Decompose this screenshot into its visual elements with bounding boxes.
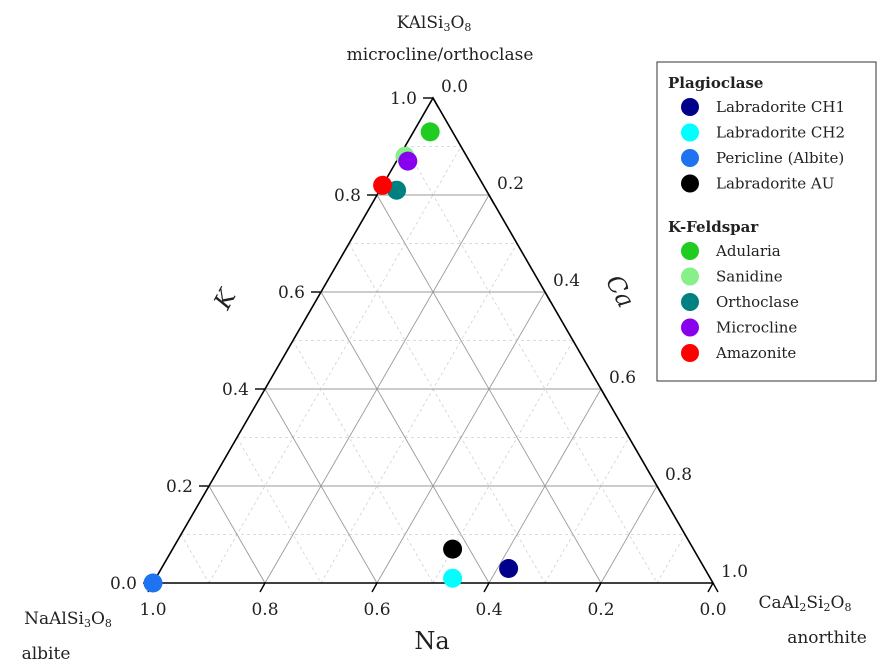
grid-line-ca [600, 485, 658, 584]
legend-group-title: Plagioclase [668, 74, 763, 92]
axis-label-ca: Ca [600, 270, 640, 312]
tick-ca [600, 388, 607, 399]
data-point-labradorite-ch1 [499, 559, 519, 578]
tick-label-k: 0.6 [278, 283, 305, 303]
legend-label-labradorite-ch1: Labradorite CH1 [716, 98, 845, 116]
grid-line-ca [488, 388, 602, 584]
legend-label-adularia: Adularia [715, 242, 781, 260]
legend-label-orthoclase: Orthoclase [716, 293, 799, 311]
tick-label-k: 1.0 [390, 89, 417, 109]
legend-label-labradorite-au: Labradorite AU [716, 175, 834, 193]
tick-label-k: 0.0 [110, 574, 137, 594]
grid-line-na [292, 340, 434, 584]
grid-layer [180, 146, 686, 584]
tick-ca [432, 97, 439, 108]
axis-label-na: Na [414, 627, 449, 655]
tick-label-na: 0.8 [251, 600, 278, 620]
tick-na [483, 582, 490, 593]
legend-marker-labradorite-ch2 [681, 123, 699, 142]
tick-ca [656, 485, 663, 496]
data-point-microcline [398, 151, 418, 171]
corner-label-right: CaAl2Si2O8 anorthite [759, 593, 867, 648]
grid-line-na [180, 534, 210, 584]
grid-line-ca [432, 340, 574, 584]
tick-label-na: 0.4 [475, 600, 502, 620]
tick-na [371, 582, 378, 593]
legend-group-title: K-Feldspar [668, 218, 759, 236]
data-point-labradorite-au [443, 539, 463, 559]
tick-label-na: 0.2 [587, 600, 614, 620]
legend-entries: Plagioclase Labradorite CH1 Labradorite CH… [668, 74, 845, 362]
corner-label-left: NaAlSi3O8 albite [22, 609, 112, 664]
legend-label-pericline-albite: Pericline (Albite) [716, 149, 844, 167]
ternary-frame [151, 96, 715, 584]
legend-marker-microcline [681, 318, 699, 337]
tick-na [259, 582, 266, 593]
data-point-amazonite [373, 175, 393, 195]
grid-line-ca [656, 534, 686, 584]
corner-top-name: microcline/orthoclase [347, 45, 534, 65]
grid-line-ca [320, 243, 518, 584]
legend-marker-adularia [681, 242, 699, 260]
legend-label-labradorite-ch2: Labradorite CH2 [716, 124, 845, 142]
data-point-pericline-albite [143, 573, 163, 593]
legend-marker-labradorite-au [681, 174, 699, 193]
tick-label-na: 1.0 [139, 600, 166, 620]
data-point-labradorite-ch2 [443, 568, 463, 588]
data-point-adularia [420, 122, 440, 142]
corner-label-top: KAlSi3O8 microcline/orthoclase [347, 13, 534, 65]
tick-na [707, 582, 714, 593]
corner-left-name: albite [22, 644, 71, 664]
legend-label-microcline: Microcline [716, 319, 797, 337]
tick-ca [488, 194, 495, 205]
tick-label-k: 0.2 [166, 477, 193, 497]
grid-line-na [348, 243, 546, 584]
tick-label-ca: 1.0 [721, 562, 748, 582]
data-points [143, 122, 519, 593]
tick-ca [712, 582, 719, 593]
grid-line-na [404, 146, 658, 584]
corner-right-name: anorthite [787, 628, 867, 648]
legend-label-sanidine: Sanidine [716, 268, 783, 286]
tick-ca [544, 291, 551, 302]
legend: Plagioclase Labradorite CH1 Labradorite CH… [656, 61, 877, 382]
grid-line-ca [544, 437, 630, 584]
grid-line-na [236, 437, 322, 584]
tick-label-ca: 0.6 [609, 368, 636, 388]
grid-line-na [264, 388, 378, 584]
legend-marker-pericline-albite [681, 149, 699, 167]
tick-label-k: 0.4 [222, 380, 249, 400]
legend-marker-amazonite [681, 344, 699, 362]
axis-label-k: K [208, 283, 243, 315]
tick-label-ca: 0.4 [553, 271, 580, 291]
legend-marker-orthoclase [681, 293, 699, 311]
corner-right-formula: CaAl2Si2O8 [759, 593, 852, 614]
tick-na [595, 582, 602, 593]
grid-line-ca [208, 146, 462, 584]
tick-label-k: 0.8 [334, 186, 361, 206]
tick-label-ca: 0.2 [497, 174, 524, 194]
legend-marker-labradorite-ch1 [681, 98, 699, 116]
tick-label-ca: 0.8 [665, 465, 692, 485]
legend-marker-sanidine [681, 267, 699, 286]
corner-top-formula: KAlSi3O8 [397, 13, 472, 34]
tick-label-na: 0.0 [699, 600, 726, 620]
legend-label-amazonite: Amazonite [715, 344, 796, 362]
corner-left-formula: NaAlSi3O8 [24, 609, 112, 630]
tick-label-ca: 0.0 [441, 77, 468, 97]
tick-layer: 0.00.20.40.60.81.00.00.20.40.60.81.01.0 0… [110, 77, 748, 620]
grid-line-na [208, 485, 266, 584]
tick-label-na: 0.6 [363, 600, 390, 620]
